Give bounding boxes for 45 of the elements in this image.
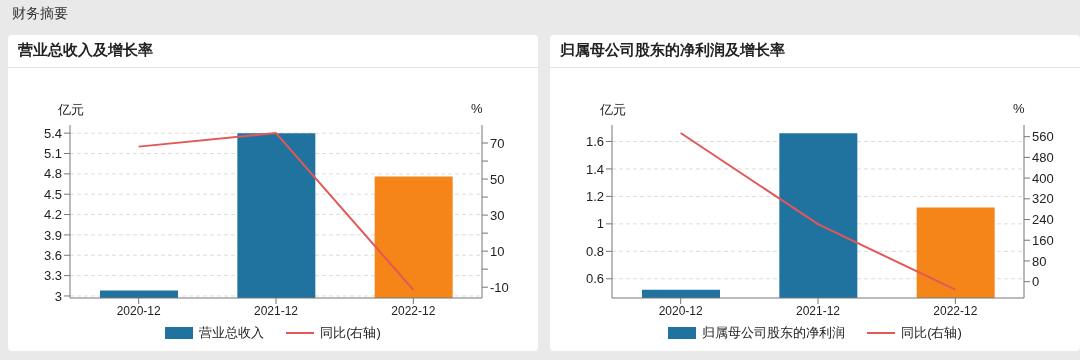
y-tick-label: 1.2 [585, 189, 604, 205]
y-tick-label: 5.1 [43, 146, 62, 162]
legend-label: 归属母公司股东的净利润 [701, 324, 846, 342]
y-tick-label: 5.4 [43, 125, 62, 141]
y2-axis-title: % [471, 101, 483, 116]
y2-tick-label: 30 [490, 207, 505, 223]
x-tick-label: 2022-12 [391, 303, 436, 318]
y-tick-label: 0.6 [585, 271, 604, 287]
y2-tick-label: 320 [1032, 191, 1054, 207]
y2-tick-label: 240 [1032, 212, 1054, 228]
y-tick-label: 1.4 [585, 161, 604, 177]
y-tick-label: 0.8 [585, 243, 604, 259]
x-tick-label: 2020-12 [658, 303, 704, 318]
y-tick-label: 4.5 [43, 186, 62, 202]
chart-title: 归属母公司股东的净利润及增长率 [560, 41, 785, 60]
legend-label: 营业总收入 [198, 324, 265, 342]
y-tick-label: 4.8 [43, 166, 62, 182]
y2-tick-label: 560 [1032, 129, 1054, 145]
y-axis-title: 亿元 [58, 101, 84, 119]
chart-title: 营业总收入及增长率 [18, 41, 153, 60]
y-tick-label: 3.6 [43, 247, 62, 263]
y2-tick-label: 80 [1032, 253, 1047, 269]
y-tick-label: 4.2 [43, 207, 62, 223]
y2-axis-title: % [1013, 101, 1025, 116]
y2-tick-label: 0 [1032, 274, 1040, 290]
y-tick-label: 1.6 [585, 134, 604, 150]
y2-tick-label: 50 [490, 171, 505, 187]
y2-tick-label: 480 [1032, 149, 1054, 165]
legend-label: 同比(右轴) [900, 324, 962, 342]
y-tick-label: 3.3 [43, 268, 62, 284]
y-tick-label: 1 [596, 216, 604, 232]
y2-tick-label: -10 [490, 279, 509, 295]
x-tick-label: 2020-12 [116, 303, 162, 318]
y2-tick-label: 10 [490, 243, 505, 259]
x-tick-label: 2021-12 [795, 303, 841, 318]
x-tick-label: 2021-12 [253, 303, 299, 318]
y2-tick-label: 160 [1032, 232, 1054, 248]
y2-tick-label: 400 [1032, 170, 1054, 186]
text: 财务摘要 [12, 5, 68, 21]
y-tick-label: 3.9 [43, 227, 62, 243]
x-tick-label: 2022-12 [933, 303, 978, 318]
legend-label: 同比(右轴) [319, 324, 381, 342]
y2-tick-label: 70 [490, 135, 505, 151]
y-tick-label: 3 [54, 288, 62, 304]
y-axis-title: 亿元 [600, 101, 626, 119]
